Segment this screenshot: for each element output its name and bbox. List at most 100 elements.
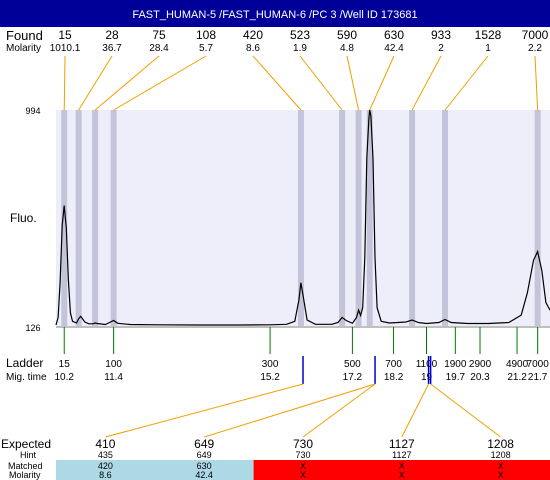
found-connector	[94, 55, 160, 111]
peak-band	[366, 110, 373, 326]
ladder-time: 19.7	[446, 372, 466, 383]
ladder-time: 21.7	[528, 372, 548, 383]
expected-value: 410	[95, 437, 115, 451]
found-molarity: 36.7	[102, 43, 122, 54]
matched-value: 630	[197, 461, 212, 471]
expected-value: 649	[194, 437, 214, 451]
found-molarity: 1.9	[293, 43, 307, 54]
found-size: 108	[196, 28, 216, 42]
found-molarity: 1	[485, 43, 491, 54]
hint-value: 730	[295, 450, 310, 460]
ladder-size: 7000	[527, 359, 550, 370]
peak-band	[442, 110, 449, 326]
found-molarity: 28.4	[149, 43, 169, 54]
ladder-size: 1900	[444, 359, 467, 370]
expected-connectors	[105, 383, 501, 438]
expected-markers	[302, 356, 432, 384]
ladder-time: 18.2	[384, 372, 404, 383]
ladder-size: 100	[105, 359, 122, 370]
peak-bands	[61, 110, 541, 326]
ladder-size: 4900	[506, 359, 529, 370]
expected-table: 4104354208.664964963042.4730730XX1127112…	[56, 437, 550, 480]
found-connector	[369, 55, 395, 111]
header-title: FAST_HUMAN-5 /FAST_HUMAN-6 /PC 3 /Well I…	[132, 9, 417, 21]
found-molarity: 8.6	[246, 43, 260, 54]
peak-band	[110, 110, 117, 326]
hint-label: Hint	[20, 450, 37, 460]
found-connector	[299, 55, 343, 111]
found-connectors	[63, 55, 539, 111]
found-molarity: 2.2	[528, 43, 542, 54]
mig-time-label: Mig. time	[6, 372, 47, 383]
peak-band	[61, 110, 68, 326]
found-size: 933	[431, 28, 451, 42]
found-label: Found	[6, 28, 43, 43]
found-size: 7000	[522, 28, 549, 42]
molarity-label: Molarity	[6, 43, 41, 54]
ladder-size: 1100	[416, 359, 438, 370]
matched-molarity: X	[399, 470, 405, 480]
found-size: 28	[105, 28, 119, 42]
expected-label: Expected	[1, 437, 51, 451]
peak-band	[339, 110, 346, 326]
matched-value: X	[300, 461, 306, 471]
match-status-cell	[154, 460, 255, 480]
ladder-labels: 15 10.2 100 11.4 300 15.2 500 17.2 700 18.2 1100 19…	[54, 359, 549, 383]
matched-value: X	[399, 461, 405, 471]
ladder-time: 20.3	[470, 372, 490, 383]
matched-label: Matched	[8, 461, 43, 471]
found-size: 1528	[475, 28, 502, 42]
hint-value: 1127	[392, 450, 411, 460]
ladder-size: 300	[262, 359, 279, 370]
ladder-time: 10.2	[54, 372, 74, 383]
y-tick-bottom: 126	[25, 323, 40, 333]
found-molarity: 1010.1	[50, 43, 81, 54]
fluorescence-trace	[55, 109, 550, 326]
matched-value: X	[498, 461, 504, 471]
ladder-size: 2900	[469, 359, 492, 370]
ladder-time: 15.2	[260, 372, 280, 383]
found-size: 523	[290, 28, 310, 42]
peak-band	[355, 110, 362, 326]
found-molarity: 5.7	[199, 43, 213, 54]
hint-value: 435	[98, 450, 113, 460]
molarity-row-label: Molarity	[9, 470, 41, 480]
y-tick-top: 994	[25, 106, 40, 116]
expected-connector	[401, 383, 430, 438]
found-size: 15	[58, 28, 72, 42]
found-size: 75	[152, 28, 166, 42]
y-axis-label: Fluo.	[10, 211, 37, 225]
ladder-size: 500	[344, 359, 361, 370]
peak-band	[75, 110, 82, 326]
ladder-time: 21.2	[507, 372, 527, 383]
found-connector	[346, 55, 360, 111]
matched-molarity: X	[300, 470, 306, 480]
expected-connector	[105, 383, 304, 438]
found-molarity: 4.8	[340, 43, 354, 54]
expected-value: 730	[293, 437, 313, 451]
found-connector	[252, 55, 302, 111]
ladder-size: 15	[59, 359, 71, 370]
found-connector	[113, 55, 207, 111]
ladder-time: 19	[421, 372, 433, 383]
expected-value: 1208	[487, 437, 514, 451]
ladder-label: Ladder	[6, 356, 43, 370]
peak-band	[534, 110, 541, 326]
header-bar	[0, 0, 550, 27]
hint-value: 1208	[491, 450, 511, 460]
matched-molarity: 42.4	[195, 470, 213, 480]
peak-band	[297, 110, 304, 326]
found-size: 630	[384, 28, 404, 42]
match-status-cell	[56, 460, 156, 480]
found-molarity: 2	[438, 43, 444, 54]
peak-band	[409, 110, 416, 326]
found-size: 420	[243, 28, 263, 42]
expected-value: 1127	[389, 437, 415, 451]
expected-connector	[302, 383, 376, 438]
match-status-cell	[451, 460, 550, 480]
found-connector	[411, 55, 442, 111]
found-connector	[534, 55, 539, 111]
hint-value: 649	[197, 450, 212, 460]
